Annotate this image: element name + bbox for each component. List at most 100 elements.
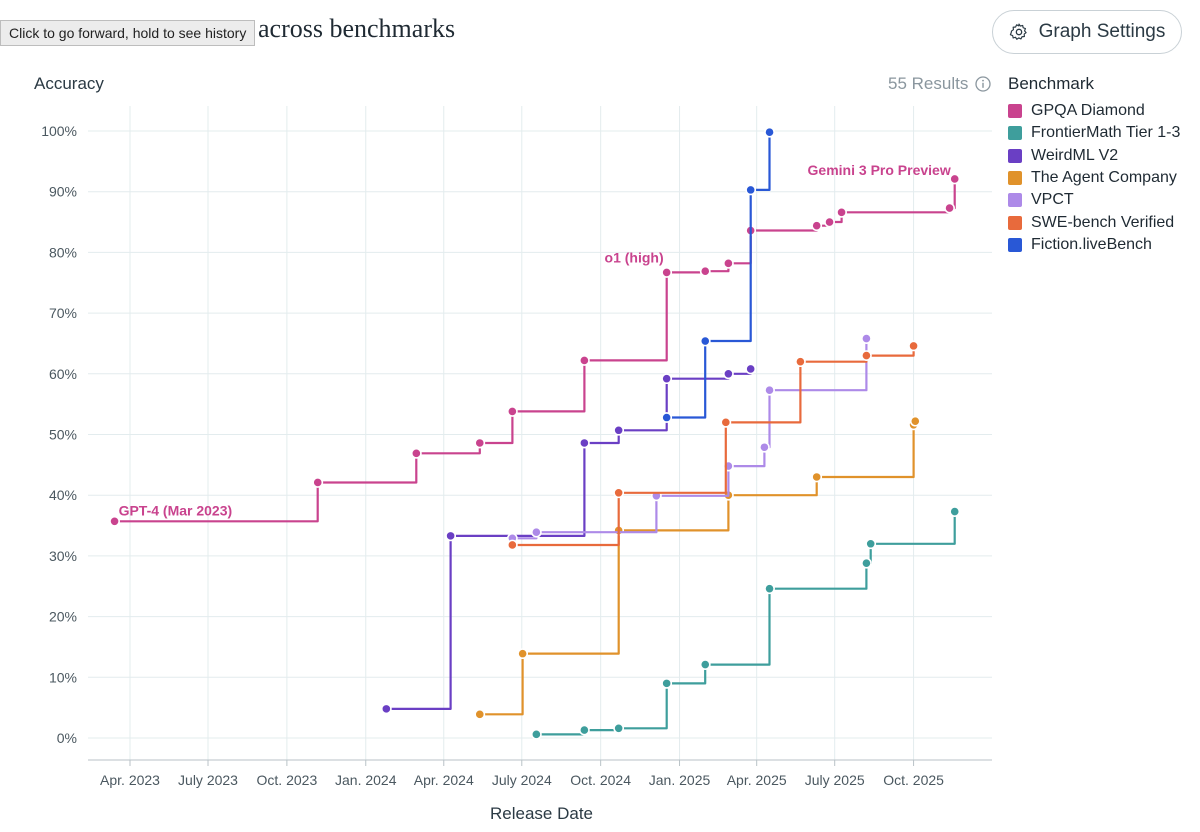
data-point: [699, 659, 711, 670]
series-vpct: [506, 333, 872, 544]
data-point: [745, 184, 757, 196]
series-line-gpqa-diamond: [114, 179, 956, 523]
x-tick-label: July 2025: [805, 772, 865, 788]
data-point: [109, 515, 120, 527]
data-point: [661, 412, 673, 423]
graph-settings-button[interactable]: Graph Settings: [992, 10, 1182, 54]
x-tick-label: July 2023: [178, 772, 238, 788]
series-frontiermath-tier-1-3: [530, 506, 961, 740]
data-point: [661, 373, 673, 385]
x-axis-title: Release Date: [490, 804, 594, 823]
data-point: [699, 265, 711, 277]
y-tick-label: 0%: [57, 730, 77, 746]
info-icon[interactable]: [975, 76, 991, 92]
data-point: [578, 437, 590, 449]
y-tick-label: 90%: [49, 184, 77, 200]
legend-label: The Agent Company: [1031, 169, 1177, 187]
annotation-label: Gemini 3 Pro Preview: [808, 162, 951, 178]
legend-item-fiction-livebench[interactable]: Fiction.liveBench: [1008, 234, 1198, 256]
series-line-vpct: [512, 338, 868, 540]
x-tick-label: Oct. 2023: [257, 772, 318, 788]
data-point: [474, 708, 486, 720]
series-weirdml-v2: [380, 363, 757, 715]
data-point: [530, 526, 542, 538]
y-tick-label: 20%: [49, 609, 77, 625]
legend-label: SWE-bench Verified: [1031, 213, 1175, 231]
legend-swatch: [1008, 171, 1022, 186]
legend-swatch: [1008, 148, 1022, 163]
legend-label: FrontierMath Tier 1-3: [1031, 124, 1181, 142]
legend-item-vpct[interactable]: VPCT: [1008, 189, 1198, 211]
legend-item-swe-bench[interactable]: SWE-bench Verified: [1008, 211, 1198, 233]
legend-item-weirdml[interactable]: WeirdML V2: [1008, 145, 1198, 167]
legend-swatch: [1008, 215, 1022, 230]
data-point: [312, 477, 324, 488]
x-tick-label: Jan. 2024: [335, 772, 397, 788]
data-point: [824, 216, 835, 228]
annotation-label: GPT-4 (Mar 2023): [119, 502, 233, 518]
data-point: [722, 257, 734, 269]
series-fiction-livebench: [661, 126, 775, 423]
data-point: [811, 220, 823, 232]
legend-swatch: [1008, 193, 1022, 208]
data-point: [474, 437, 486, 449]
data-point: [949, 506, 961, 517]
data-point: [861, 333, 872, 344]
y-tick-label: 30%: [49, 548, 77, 564]
data-point: [722, 368, 734, 380]
y-tick-label: 70%: [49, 305, 77, 321]
data-point: [764, 583, 775, 595]
data-point: [445, 530, 457, 542]
y-tick-label: 100%: [41, 123, 77, 139]
legend-swatch: [1008, 237, 1022, 252]
data-point: [661, 267, 673, 278]
data-point: [530, 728, 542, 740]
data-point: [795, 356, 806, 368]
data-point: [836, 206, 847, 218]
y-tick-label: 40%: [49, 487, 77, 503]
results-count-text: 55 Results: [888, 74, 969, 93]
series-line-the-agent-company: [479, 421, 917, 716]
data-point: [578, 355, 590, 366]
data-point: [613, 722, 625, 734]
y-tick-label: 60%: [49, 366, 77, 382]
x-tick-label: Apr. 2025: [727, 772, 787, 788]
legend-item-frontiermath[interactable]: FrontierMath Tier 1-3: [1008, 122, 1198, 144]
data-point: [613, 424, 625, 436]
data-point: [410, 447, 422, 459]
data-point: [764, 384, 775, 396]
data-point: [745, 363, 757, 375]
data-point: [380, 703, 392, 715]
data-point: [944, 202, 955, 214]
legend-item-gpqa-diamond[interactable]: GPQA Diamond: [1008, 100, 1198, 122]
series-line-fiction-livebench: [666, 132, 771, 419]
data-point: [661, 677, 673, 689]
x-tick-label: Jan. 2025: [649, 772, 711, 788]
annotation-label: o1 (high): [605, 249, 664, 265]
history-tooltip: Click to go forward, hold to see history: [0, 20, 256, 46]
data-point: [506, 406, 518, 417]
series-gpqa-diamond: [109, 173, 961, 527]
legend-item-agent-company[interactable]: The Agent Company: [1008, 167, 1198, 189]
page-title: across benchmarks: [258, 14, 456, 43]
legend-swatch: [1008, 126, 1022, 141]
results-count: 55 Results: [888, 74, 991, 94]
legend-label: WeirdML V2: [1031, 146, 1119, 164]
series-the-agent-company: [474, 415, 921, 720]
legend: Benchmark GPQA Diamond FrontierMath Tier…: [1008, 74, 1198, 256]
data-point: [949, 173, 961, 185]
data-point: [699, 335, 711, 347]
graph-settings-label: Graph Settings: [1038, 21, 1166, 42]
data-point: [909, 415, 921, 427]
y-tick-label: 50%: [49, 427, 77, 443]
x-tick-label: Oct. 2025: [883, 772, 944, 788]
data-point: [759, 441, 770, 453]
x-tick-label: Apr. 2023: [100, 772, 160, 788]
legend-label: GPQA Diamond: [1031, 102, 1145, 120]
series-line-weirdml-v2: [386, 368, 752, 710]
legend-title: Benchmark: [1008, 74, 1094, 93]
data-point: [764, 126, 775, 138]
data-point: [865, 538, 877, 550]
data-point: [506, 539, 518, 551]
